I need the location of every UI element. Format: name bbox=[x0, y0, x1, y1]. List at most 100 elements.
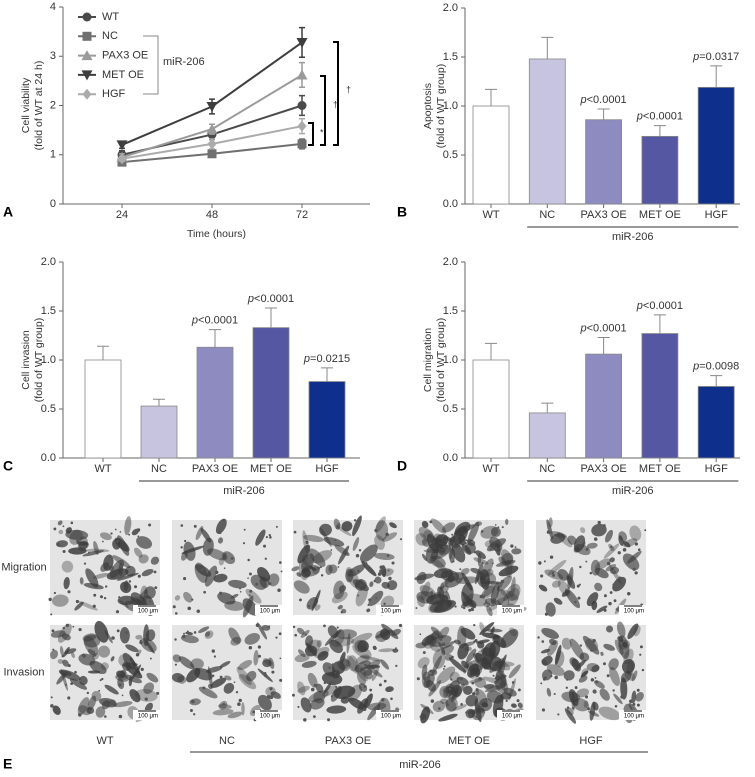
cell bbox=[326, 705, 347, 714]
panel-label: E bbox=[3, 756, 12, 772]
pore bbox=[294, 633, 298, 637]
pore bbox=[383, 679, 387, 683]
significance-label: † bbox=[333, 99, 338, 109]
y-tick-label: 0.0 bbox=[443, 452, 458, 464]
pore bbox=[428, 601, 431, 605]
cell bbox=[548, 517, 553, 528]
cell bbox=[230, 636, 242, 646]
pore bbox=[554, 675, 558, 680]
cell bbox=[490, 527, 501, 537]
cell bbox=[242, 595, 254, 618]
pore bbox=[174, 638, 177, 641]
cell bbox=[61, 560, 74, 573]
cell bbox=[138, 554, 149, 564]
pore bbox=[357, 594, 360, 597]
pore bbox=[593, 537, 598, 541]
cell bbox=[594, 568, 609, 579]
cell bbox=[178, 656, 195, 670]
pore bbox=[544, 612, 548, 616]
pore bbox=[305, 556, 308, 560]
pore bbox=[466, 526, 470, 530]
cell bbox=[57, 520, 63, 526]
pore bbox=[383, 602, 386, 606]
cell bbox=[438, 641, 446, 654]
cell bbox=[484, 683, 508, 693]
y-axis-label: (fold of WT group) bbox=[33, 318, 45, 402]
x-tick-label: NC bbox=[151, 463, 167, 475]
pore bbox=[516, 699, 520, 703]
cell bbox=[614, 639, 624, 656]
pore bbox=[62, 549, 66, 553]
bar bbox=[528, 58, 566, 205]
cell bbox=[314, 604, 321, 611]
cell bbox=[375, 516, 386, 533]
marker bbox=[207, 149, 217, 159]
pore bbox=[51, 629, 55, 633]
cell bbox=[549, 638, 557, 646]
cell bbox=[501, 552, 514, 565]
x-tick-label: HGF bbox=[705, 209, 729, 221]
cell bbox=[92, 572, 110, 579]
pore bbox=[211, 649, 215, 653]
cell bbox=[244, 633, 261, 645]
cell bbox=[440, 698, 448, 705]
pore bbox=[223, 567, 226, 570]
pore bbox=[373, 579, 376, 583]
cell bbox=[204, 565, 218, 587]
pore bbox=[50, 704, 54, 708]
cell bbox=[116, 572, 139, 581]
cell bbox=[101, 700, 111, 710]
pore bbox=[310, 687, 315, 692]
pore bbox=[553, 692, 556, 696]
pore bbox=[183, 577, 187, 581]
cell bbox=[301, 660, 317, 668]
pore bbox=[252, 710, 256, 714]
cell bbox=[620, 677, 628, 700]
pore bbox=[330, 549, 333, 551]
pore bbox=[552, 573, 556, 577]
pore bbox=[189, 708, 193, 713]
pore bbox=[366, 566, 369, 570]
cell bbox=[297, 681, 306, 696]
cell bbox=[359, 666, 373, 676]
cell bbox=[576, 688, 590, 698]
cell bbox=[373, 552, 395, 560]
pore bbox=[357, 579, 360, 582]
cell bbox=[222, 552, 227, 560]
pore bbox=[597, 520, 601, 525]
panel-label: D bbox=[397, 458, 407, 474]
pore bbox=[153, 570, 157, 574]
pore bbox=[108, 702, 112, 706]
y-tick-label: 0.5 bbox=[443, 149, 458, 161]
pore bbox=[368, 598, 372, 602]
pore bbox=[346, 552, 349, 555]
cell bbox=[265, 686, 276, 697]
cell bbox=[297, 544, 311, 564]
pore bbox=[390, 697, 393, 701]
cell bbox=[218, 703, 232, 709]
cell bbox=[567, 567, 574, 590]
cell bbox=[65, 529, 89, 540]
cell bbox=[461, 544, 472, 555]
cell bbox=[237, 659, 253, 671]
pore bbox=[444, 546, 448, 550]
x-tick-label: 48 bbox=[206, 209, 218, 221]
pore bbox=[148, 523, 152, 527]
cell bbox=[122, 661, 132, 672]
cell bbox=[563, 670, 575, 681]
cell bbox=[482, 676, 506, 685]
pore bbox=[566, 678, 569, 681]
pore bbox=[468, 586, 470, 589]
cell bbox=[622, 541, 631, 548]
cell bbox=[623, 538, 638, 548]
cell bbox=[58, 529, 64, 535]
cell bbox=[224, 600, 245, 611]
cell bbox=[185, 631, 194, 636]
pore bbox=[636, 703, 640, 707]
pore bbox=[609, 591, 613, 594]
column-label: WT bbox=[96, 735, 113, 747]
pore bbox=[62, 525, 65, 528]
pore bbox=[193, 631, 197, 634]
pore bbox=[334, 539, 337, 542]
pore bbox=[230, 596, 233, 600]
